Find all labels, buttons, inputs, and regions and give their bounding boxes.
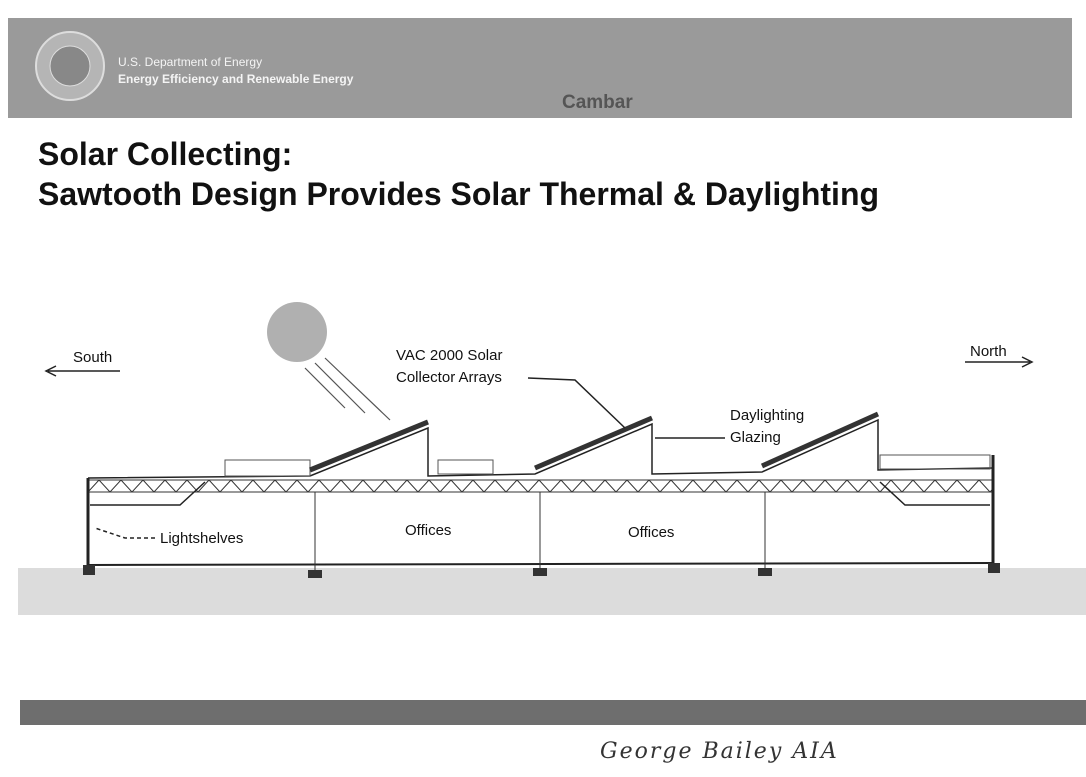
ground xyxy=(18,568,1086,615)
partner-name: Cambar xyxy=(562,92,633,113)
direction-label: South xyxy=(73,349,112,366)
lightshelves-label: Lightshelves xyxy=(160,530,243,547)
signature: George Bailey AIA xyxy=(600,739,839,764)
title-line: Sawtooth Design Provides Solar Thermal &… xyxy=(38,176,879,212)
collector-label: Collector Arrays xyxy=(396,369,502,386)
doe-seal-inner xyxy=(49,45,91,87)
title-line: Solar Collecting: xyxy=(38,136,292,172)
collector-label: VAC 2000 Solar xyxy=(396,347,502,364)
sun-rays xyxy=(304,357,391,421)
org-line: U.S. Department of Energy xyxy=(118,55,262,69)
glazing-label: Glazing xyxy=(730,429,781,446)
org-line: Energy Efficiency and Renewable Energy xyxy=(118,72,354,86)
header-band xyxy=(8,18,1072,118)
sun xyxy=(267,302,327,362)
direction-label: North xyxy=(970,343,1007,360)
arrow xyxy=(44,365,120,377)
arrow xyxy=(965,356,1034,368)
building xyxy=(83,411,1000,578)
leader-line xyxy=(527,377,626,429)
leader-line xyxy=(94,527,155,539)
room-label: Offices xyxy=(405,522,451,539)
footer-band xyxy=(20,700,1086,725)
room-label: Offices xyxy=(628,524,674,541)
glazing-label: Daylighting xyxy=(730,407,804,424)
